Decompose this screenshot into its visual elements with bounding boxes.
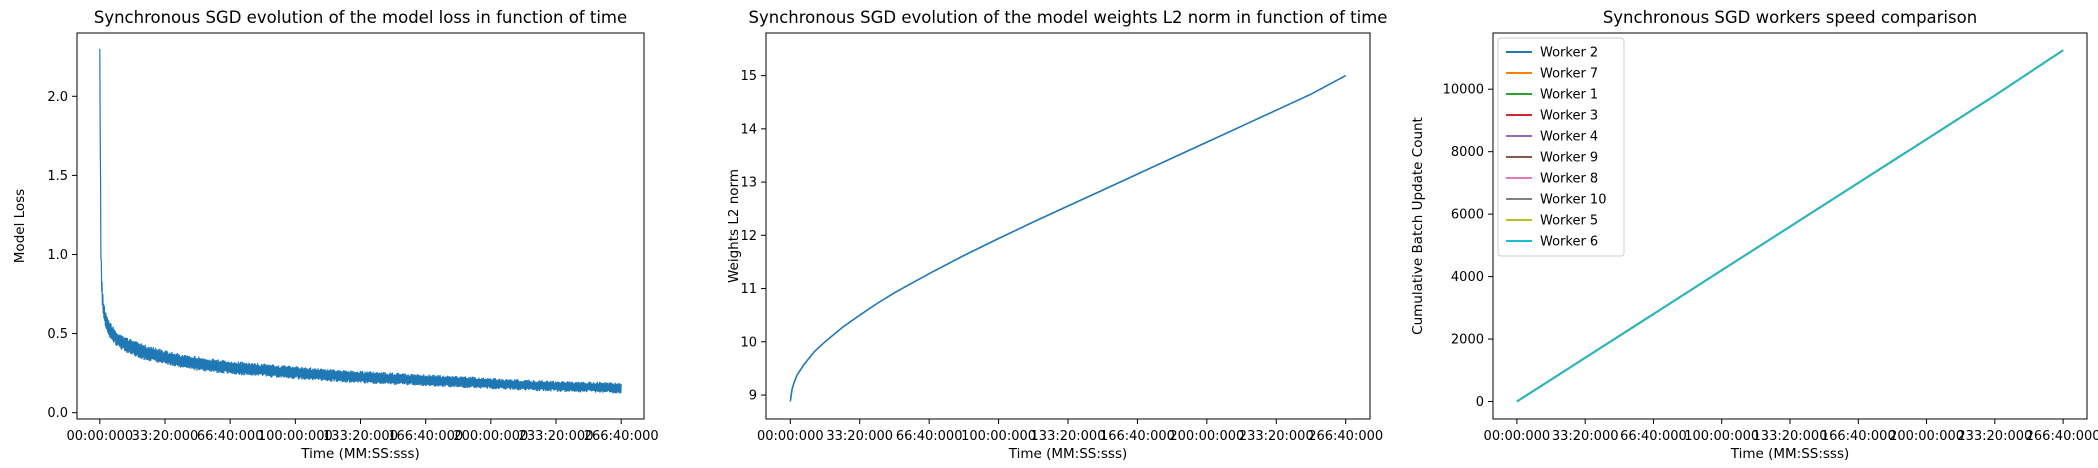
chart-panel-1: 00:00:00033:20:00066:40:000100:00:000133…: [12, 8, 659, 462]
y-tick-label: 12: [740, 229, 757, 244]
y-axis-label: Model Loss: [12, 189, 28, 263]
x-tick-label: 66:40:000: [197, 429, 264, 444]
x-tick-label: 133:20:000: [323, 429, 398, 444]
x-tick-label: 200:00:000: [1169, 429, 1244, 444]
x-tick-label: 266:40:000: [1308, 429, 1383, 444]
x-tick-label: 100:00:000: [258, 429, 333, 444]
y-axis-label: Cumulative Batch Update Count: [1410, 117, 1426, 335]
legend-entry: Worker 8: [1540, 172, 1598, 187]
series-line-worker-6: [1516, 49, 2064, 403]
x-tick-label: 233:20:000: [1239, 429, 1314, 444]
x-tick-label: 00:00:000: [757, 429, 824, 444]
x-tick-label: 66:40:000: [1620, 429, 1687, 444]
x-tick-label: 233:20:000: [519, 429, 594, 444]
y-tick-label: 8000: [1451, 145, 1484, 160]
x-tick-label: 00:00:000: [66, 429, 133, 444]
loss-line: [99, 48, 622, 394]
legend-entry: Worker 2: [1540, 46, 1598, 61]
x-tick-label: 166:40:000: [1100, 429, 1175, 444]
legend-entry: Worker 5: [1540, 214, 1598, 229]
plot-area: [1516, 49, 2064, 403]
legend-box: [1497, 37, 1625, 257]
legend-entry: Worker 7: [1540, 67, 1598, 82]
plot-area: [99, 48, 622, 394]
axes-frame: [765, 32, 1371, 420]
x-tick-label: 233:20:000: [1957, 429, 2032, 444]
legend-entry: Worker 3: [1540, 109, 1598, 124]
y-tick-label: 10: [740, 335, 757, 350]
y-tick-label: 0.5: [47, 327, 68, 342]
x-axis-label: Time (MM:SS:sss): [1730, 446, 1850, 462]
x-tick-label: 133:20:000: [1753, 429, 1828, 444]
y-tick-label: 1.5: [47, 169, 68, 184]
x-tick-label: 100:00:000: [961, 429, 1036, 444]
y-tick-label: 11: [740, 282, 757, 297]
chart-title: Synchronous SGD evolution of the model w…: [749, 8, 1388, 27]
plot-area: [789, 74, 1347, 402]
y-tick-label: 14: [740, 122, 757, 137]
y-tick-label: 15: [740, 69, 757, 84]
x-tick-label: 266:40:000: [584, 429, 659, 444]
legend-entry: Worker 6: [1540, 235, 1598, 250]
x-tick-label: 200:00:000: [453, 429, 528, 444]
y-tick-label: 2.0: [47, 90, 68, 105]
legend-entry: Worker 1: [1540, 88, 1598, 103]
x-tick-label: 33:20:000: [826, 429, 893, 444]
chart-title: Synchronous SGD workers speed comparison: [1603, 8, 1977, 27]
y-tick-label: 9: [749, 389, 757, 404]
chart-panel-2: 00:00:000 33:20:000 66:40:000100:00:000133…: [726, 8, 1387, 462]
x-axis-label: Time (MM:SS:sss): [300, 446, 420, 462]
chart-panel-3: 00:00:000 33:20:000 66:40:000100:00:000133…: [1410, 8, 2098, 462]
x-tick-label: 66:40:000: [896, 429, 963, 444]
x-tick-label: 00:00:000: [1484, 429, 1551, 444]
x-tick-label: 266:40:000: [2026, 429, 2098, 444]
x-tick-label: 100:00:000: [1684, 429, 1759, 444]
weights-norm-line: [789, 74, 1347, 402]
legend-entry: Worker 10: [1540, 193, 1606, 208]
y-tick-label: 4000: [1451, 270, 1484, 285]
x-tick-label: 133:20:000: [1031, 429, 1106, 444]
y-tick-label: 1.0: [47, 248, 68, 263]
legend: Worker 2 Worker 7 Worker 1 Worker 3 Worker 4…: [1497, 37, 1625, 257]
legend-entry: Worker 4: [1540, 130, 1598, 145]
y-tick-label: 6000: [1451, 208, 1484, 223]
x-tick-label: 166:40:000: [1821, 429, 1896, 444]
x-tick-label: 166:40:000: [388, 429, 463, 444]
x-tick-label: 200:00:000: [1889, 429, 1964, 444]
x-tick-label: 33:20:000: [132, 429, 199, 444]
chart-title: Synchronous SGD evolution of the model l…: [94, 8, 627, 27]
legend-entry: Worker 9: [1540, 151, 1598, 166]
y-tick-label: 2000: [1451, 333, 1484, 348]
x-axis-label: Time (MM:SS:sss): [1008, 446, 1128, 462]
y-tick-label: 13: [740, 176, 757, 191]
x-tick-label: 33:20:000: [1552, 429, 1619, 444]
y-tick-label: 0.0: [47, 406, 68, 421]
y-tick-label: 10000: [1443, 83, 1484, 98]
y-axis-label: Weights L2 norm: [726, 169, 742, 283]
y-tick-label: 0: [1476, 395, 1484, 410]
